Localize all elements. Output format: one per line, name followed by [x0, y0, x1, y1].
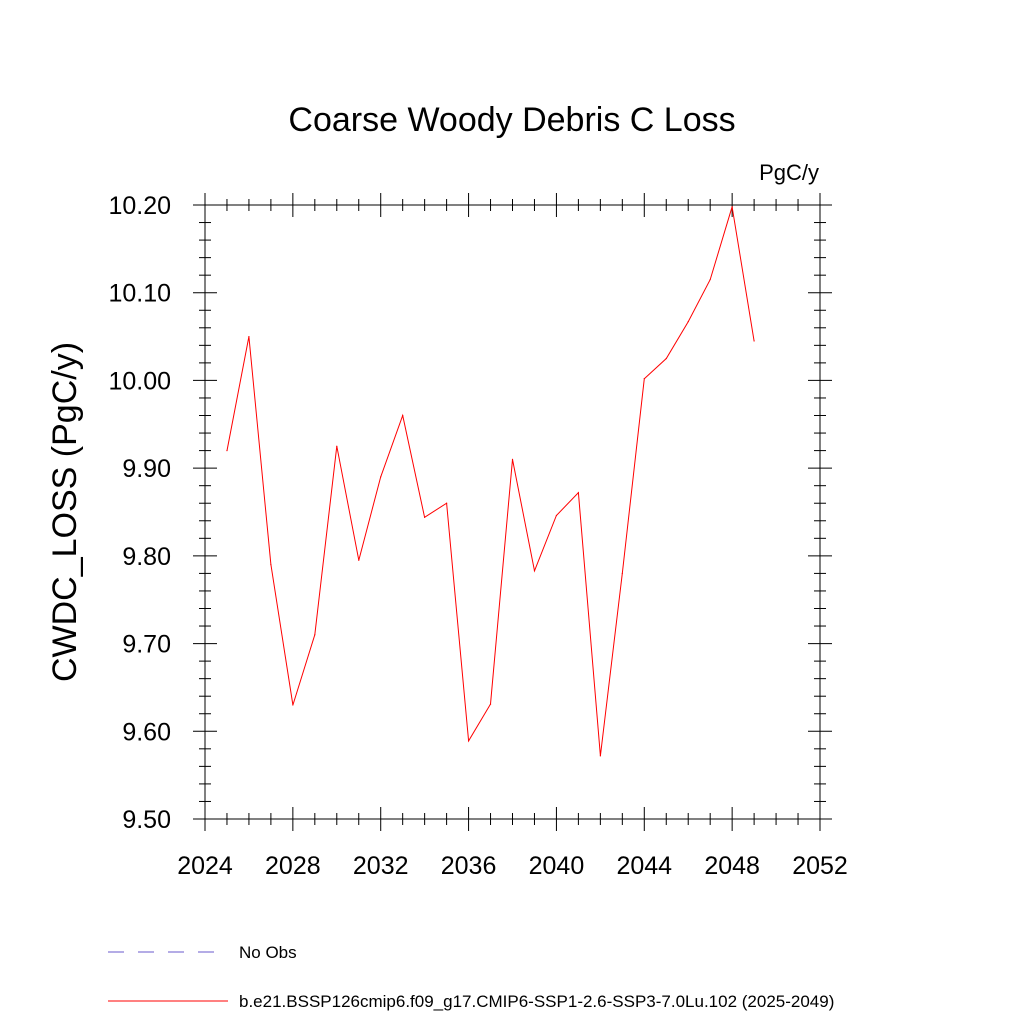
y-tick-label: 10.00 — [108, 367, 171, 395]
y-axis-label: CWDC_LOSS (PgC/y) — [46, 342, 84, 682]
x-tick-labels: 2024 2028 2032 2036 2040 2044 2048 2052 — [177, 852, 848, 880]
minor-ticks — [199, 199, 826, 825]
data-point — [577, 492, 579, 494]
major-ticks — [193, 193, 832, 831]
data-point — [599, 755, 601, 757]
y-tick-label: 10.10 — [108, 280, 171, 308]
y-tick-label: 9.50 — [122, 806, 171, 834]
y-tick-labels: 9.50 9.60 9.70 9.80 9.90 10.00 10.10 10.20 — [108, 192, 171, 834]
x-tick-label: 2052 — [792, 852, 848, 880]
data-point — [643, 378, 645, 380]
data-point — [665, 357, 667, 360]
y-tick-label: 9.70 — [122, 631, 171, 659]
series-layer — [226, 206, 755, 757]
data-point — [555, 514, 558, 517]
chart-title: Coarse Woody Debris C Loss — [288, 101, 735, 139]
x-tick-label: 2024 — [177, 852, 233, 880]
data-point — [753, 340, 755, 342]
data-point — [446, 502, 448, 504]
data-point — [336, 445, 338, 447]
data-point — [687, 321, 689, 323]
legend-no-obs-label: No Obs — [239, 943, 297, 962]
data-point — [270, 564, 272, 566]
x-tick-label: 2040 — [529, 852, 585, 880]
data-point — [621, 572, 623, 575]
x-tick-label: 2036 — [441, 852, 497, 880]
data-point — [248, 335, 250, 338]
data-point — [424, 516, 426, 518]
y-tick-label: 9.90 — [122, 455, 171, 483]
data-point — [489, 703, 492, 705]
units-label: PgC/y — [759, 160, 819, 185]
data-point — [226, 450, 228, 452]
plot-frame — [204, 204, 821, 820]
series-line-0 — [226, 206, 755, 756]
y-tick-label: 9.80 — [122, 543, 171, 571]
data-point — [380, 476, 382, 478]
legend: No Obs b.e21.BSSP126cmip6.f09_g17.CMIP6-… — [108, 943, 834, 1011]
data-point — [402, 414, 404, 417]
x-tick-label: 2044 — [616, 852, 672, 880]
data-point — [292, 704, 294, 706]
x-tick-label: 2032 — [353, 852, 409, 880]
data-point — [731, 206, 733, 208]
data-point — [467, 740, 470, 742]
legend-series-label: b.e21.BSSP126cmip6.f09_g17.CMIP6-SSP1-2.… — [239, 992, 834, 1011]
y-tick-label: 10.20 — [108, 192, 171, 220]
y-tick-label: 9.60 — [122, 718, 171, 746]
x-tick-label: 2028 — [265, 852, 321, 880]
data-point — [533, 570, 536, 572]
data-point — [358, 559, 360, 561]
data-point — [709, 278, 711, 281]
data-point — [511, 458, 514, 460]
data-point — [314, 634, 316, 636]
x-tick-label: 2048 — [704, 852, 760, 880]
